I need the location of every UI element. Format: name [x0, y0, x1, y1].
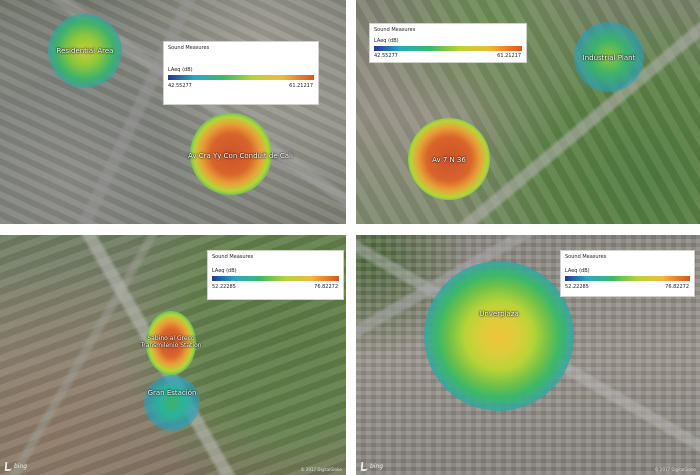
noise-heatmap-plaza — [424, 261, 574, 411]
legend-title: Sound Measures — [374, 27, 416, 33]
bing-icon — [4, 462, 13, 471]
legend-max-value: 61.21217 — [289, 83, 313, 89]
source-label: Residential Area — [56, 47, 114, 55]
map-panel-cali-2[interactable]: Industrial Plant Av 7 N 36 Sound Measure… — [356, 0, 700, 224]
source-label: Av 7 N 36 — [432, 156, 466, 164]
bing-wordmark: bing — [370, 463, 384, 470]
legend-color-scale — [168, 75, 314, 80]
sound-legend: Sound Measures LAeq (dB) 52.22285 76.822… — [207, 250, 344, 300]
legend-color-scale — [374, 46, 522, 51]
map-panel-cali-1[interactable]: Residential Area Av Cra Yy Con Conduit d… — [0, 0, 346, 224]
source-label: Gran Estación — [147, 389, 197, 397]
legend-title: Sound Measures — [212, 254, 254, 260]
legend-min-value: 52.22285 — [565, 284, 589, 290]
imagery-credit: © 2017 DigitalGlobe — [654, 467, 696, 472]
legend-unit: LAeq (dB) — [212, 268, 237, 274]
noise-heatmap-avenue — [190, 113, 272, 195]
noise-heatmap-mall — [144, 375, 200, 431]
noise-heatmap-industrial — [574, 22, 644, 92]
bing-icon — [360, 462, 369, 471]
source-label: Sabino al Greco Transmilenio Station — [140, 335, 202, 349]
bing-logo: bing — [360, 462, 384, 471]
sound-legend: Sound Measures LAeq (dB) 42.55277 61.212… — [163, 41, 319, 105]
legend-title: Sound Measures — [168, 45, 210, 51]
noise-heatmap-avenue — [408, 118, 490, 200]
legend-min-value: 42.55277 — [374, 53, 398, 59]
imagery-credit: © 2017 DigitalGlobe — [300, 467, 342, 472]
legend-color-scale — [565, 276, 690, 281]
source-label: Av Cra Yy Con Conduit de Cali — [188, 152, 293, 160]
legend-unit: LAeq (dB) — [374, 38, 399, 44]
map-panel-bogota-1[interactable]: Sabino al Greco Transmilenio Station Gra… — [0, 235, 346, 475]
source-label: Unverplaza — [479, 310, 519, 318]
legend-color-scale — [212, 276, 339, 281]
sound-legend: Sound Measures LAeq (dB) 52.22285 76.822… — [560, 250, 695, 297]
legend-max-value: 76.82272 — [665, 284, 689, 290]
legend-max-value: 76.82272 — [314, 284, 338, 290]
noise-heatmap-station — [146, 311, 196, 375]
legend-unit: LAeq (dB) — [168, 67, 193, 73]
legend-unit: LAeq (dB) — [565, 268, 590, 274]
legend-max-value: 61.21217 — [497, 53, 521, 59]
legend-min-value: 42.55277 — [168, 83, 192, 89]
legend-min-value: 52.22285 — [212, 284, 236, 290]
bing-logo: bing — [4, 462, 28, 471]
source-label: Industrial Plant — [582, 54, 636, 62]
map-panel-bogota-2[interactable]: Unverplaza Sound Measures LAeq (dB) 52.2… — [356, 235, 700, 475]
sound-legend: Sound Measures LAeq (dB) 42.55277 61.212… — [369, 23, 527, 63]
noise-heatmap-residential — [48, 14, 122, 88]
bing-wordmark: bing — [14, 463, 28, 470]
legend-title: Sound Measures — [565, 254, 607, 260]
